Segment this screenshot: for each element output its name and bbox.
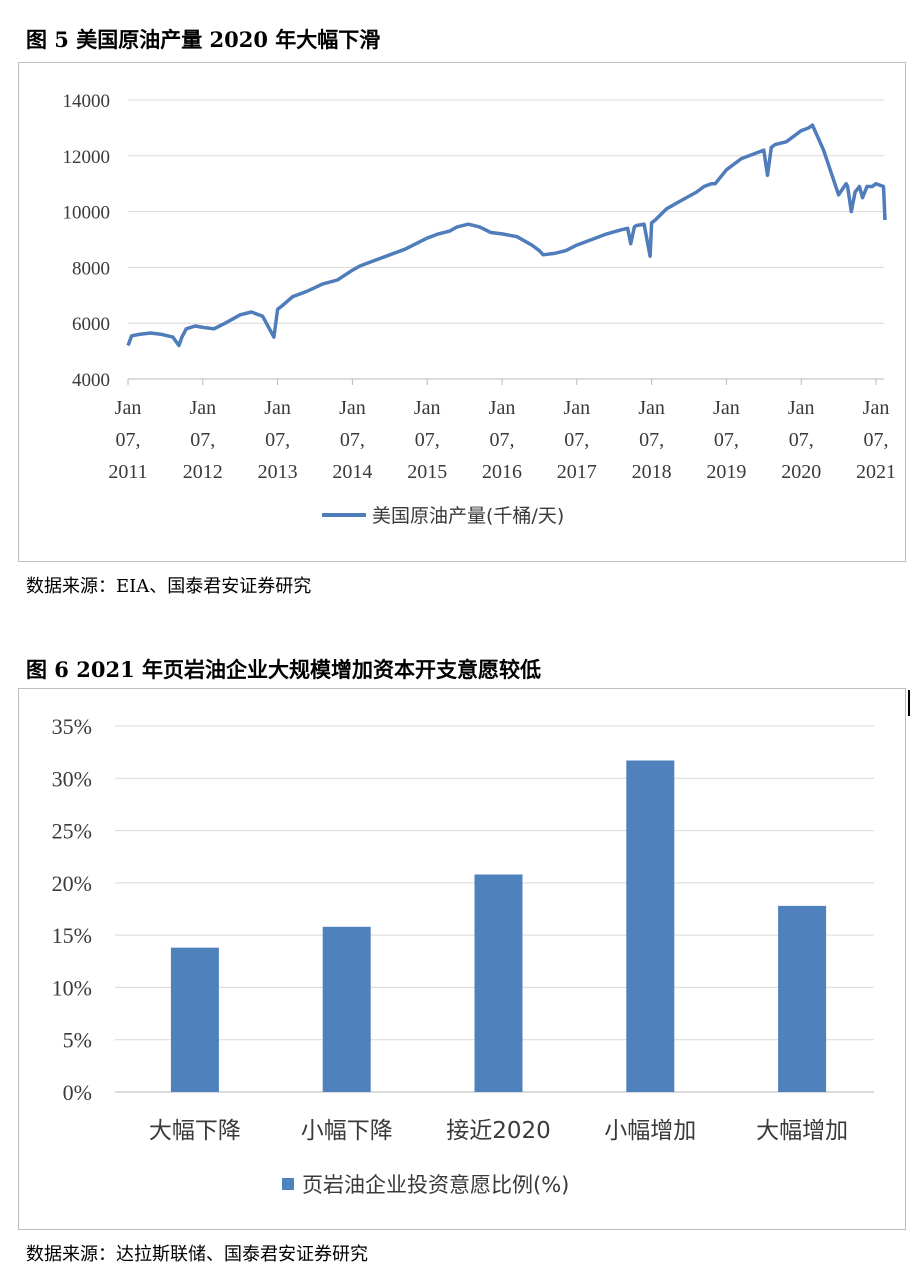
x-category-label: 小幅增加 — [604, 1118, 696, 1144]
x-tick-label: 2018 — [632, 461, 672, 483]
x-tick-label: 2021 — [856, 461, 896, 483]
x-tick-label: Jan — [563, 397, 590, 419]
x-tick-label: 2014 — [332, 461, 372, 483]
x-tick-label: 2013 — [258, 461, 298, 483]
y-tick-label: 6000 — [72, 314, 110, 335]
x-tick-label: Jan — [863, 397, 890, 419]
y-tick-label: 10000 — [63, 203, 111, 224]
x-category-label: 小幅下降 — [301, 1118, 393, 1144]
y-tick-label: 12000 — [63, 147, 111, 168]
x-tick-label: 2020 — [781, 461, 821, 483]
bar-2 — [322, 926, 371, 1092]
y-tick-label: 5% — [63, 1028, 92, 1053]
x-tick-label: Jan — [638, 397, 665, 419]
figure1-source: 数据来源：EIA、国泰君安证券研究 — [26, 576, 312, 597]
x-tick-label: 07, — [714, 429, 739, 451]
y-tick-label: 30% — [52, 766, 92, 791]
figure2-source: 数据来源：达拉斯联储、国泰君安证券研究 — [26, 1244, 368, 1265]
y-tick-label: 8000 — [72, 258, 110, 279]
x-tick-label: 07, — [864, 429, 889, 451]
x-tick-label: Jan — [414, 397, 441, 419]
legend-label: 美国原油产量(千桶/天) — [372, 505, 564, 527]
figure1-frame — [18, 62, 906, 562]
x-tick-label: 2012 — [183, 461, 223, 483]
x-tick-label: 07, — [190, 429, 215, 451]
text-cursor — [908, 690, 910, 716]
x-tick-label: Jan — [115, 397, 142, 419]
series-line-us-crude-production — [126, 123, 887, 348]
y-tick-label: 14000 — [63, 91, 111, 112]
y-tick-label: 4000 — [72, 370, 110, 391]
x-tick-label: 07, — [639, 429, 664, 451]
bar-3 — [474, 874, 523, 1092]
figure1-title: 图 5 美国原油产量 2020 年大幅下滑 — [26, 27, 381, 52]
bar-4 — [626, 760, 675, 1092]
legend-label: 页岩油企业投资意愿比例(%) — [302, 1173, 569, 1197]
x-tick-label: 2015 — [407, 461, 447, 483]
x-tick-label: Jan — [339, 397, 366, 419]
x-tick-label: 2017 — [557, 461, 597, 483]
y-tick-label: 10% — [52, 975, 92, 1000]
x-tick-label: 2011 — [108, 461, 147, 483]
legend-bar-swatch — [282, 1178, 294, 1190]
x-tick-label: 07, — [789, 429, 814, 451]
y-tick-label: 25% — [52, 819, 92, 844]
x-tick-label: Jan — [489, 397, 516, 419]
x-tick-label: Jan — [264, 397, 291, 419]
figure2-frame — [18, 688, 906, 1230]
y-tick-label: 20% — [52, 871, 92, 896]
x-tick-label: 2019 — [706, 461, 746, 483]
x-tick-label: 07, — [415, 429, 440, 451]
x-category-label: 接近2020 — [446, 1118, 551, 1144]
x-tick-label: 07, — [116, 429, 141, 451]
x-tick-label: Jan — [713, 397, 740, 419]
x-category-label: 大幅增加 — [756, 1118, 848, 1144]
x-tick-label: 07, — [490, 429, 515, 451]
x-tick-label: 07, — [340, 429, 365, 451]
y-tick-label: 15% — [52, 923, 92, 948]
figure2-title: 图 6 2021 年页岩油企业大规模增加资本开支意愿较低 — [26, 657, 541, 682]
bar-1 — [170, 947, 219, 1092]
bar-5 — [778, 905, 827, 1092]
line-chart: 4000 6000 8000 10000 12000 14000 Jan 07, 2011 Jan… — [63, 91, 897, 527]
x-category-label: 大幅下降 — [149, 1118, 241, 1144]
x-tick-label: 07, — [265, 429, 290, 451]
y-tick-label: 0% — [63, 1080, 92, 1105]
x-tick-label: 2016 — [482, 461, 522, 483]
x-tick-label: Jan — [189, 397, 216, 419]
x-tick-label: 07, — [564, 429, 589, 451]
x-tick-label: Jan — [788, 397, 815, 419]
y-tick-label: 35% — [52, 714, 92, 739]
